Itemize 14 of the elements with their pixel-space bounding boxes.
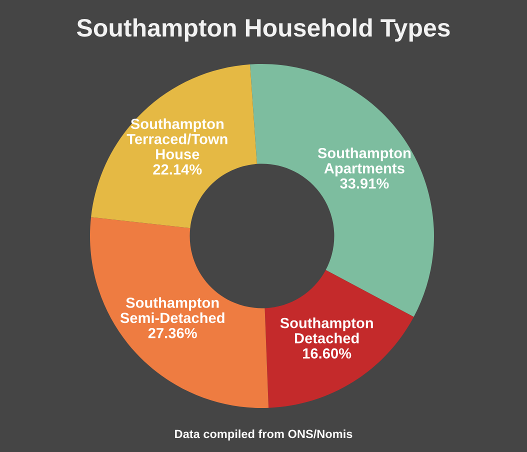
data-label: 16.60% xyxy=(303,348,352,359)
text: Data compiled from ONS/Nomis xyxy=(175,429,352,441)
donut-slice xyxy=(91,64,257,228)
donut-slice xyxy=(90,217,269,408)
slice-label: Southampton Detached xyxy=(280,318,373,344)
data-label: 22.14% xyxy=(153,164,202,175)
slice-label: Southampton Terraced/Town House xyxy=(126,118,228,160)
data-label: 33.91% xyxy=(340,178,389,189)
data-label: 27.36% xyxy=(148,328,197,338)
chart-title: Southampton Household Types xyxy=(76,18,450,42)
slice-label: Southampton Apartments xyxy=(318,148,411,176)
slice-label: Southampton Semi-Detached xyxy=(120,297,224,324)
donut-slice xyxy=(264,270,414,408)
donut-slice xyxy=(250,64,434,317)
